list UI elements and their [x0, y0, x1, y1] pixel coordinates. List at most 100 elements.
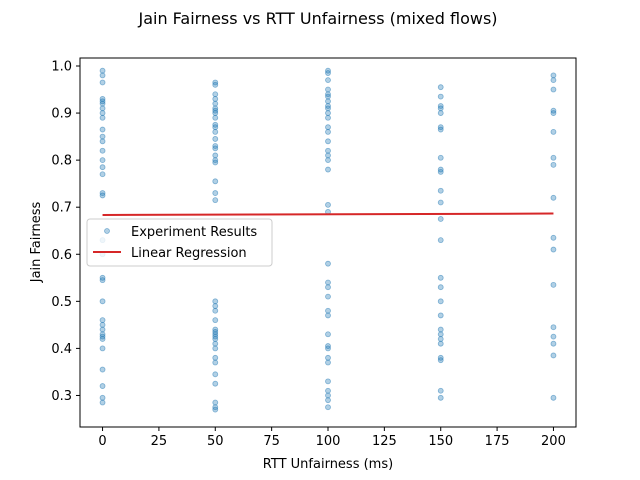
data-point: [325, 331, 331, 338]
data-point: [212, 197, 219, 204]
data-point: [325, 86, 331, 93]
data-point: [325, 157, 331, 164]
x-axis-ticks: 0 25 50 75 100 125 150 175 200: [98, 427, 566, 449]
data-point: [550, 154, 557, 161]
data-point: [212, 114, 219, 121]
data-point: [99, 147, 106, 154]
data-point: [437, 394, 444, 401]
data-point: [99, 298, 106, 305]
data-point: [99, 171, 106, 178]
data-point: [99, 114, 106, 121]
x-tick-label: 200: [541, 434, 566, 449]
data-point: [325, 110, 331, 116]
data-point: [212, 399, 219, 406]
x-tick-label: 25: [151, 434, 168, 449]
data-point: [550, 333, 557, 340]
data-point: [325, 166, 331, 173]
data-point: [550, 246, 557, 253]
data-point: [325, 392, 331, 399]
data-point: [212, 307, 219, 314]
data-point: [437, 387, 444, 394]
y-axis-ticks: 0.3 0.4 0.5 0.6 0.7 0.8 0.9 1.0: [51, 60, 80, 404]
data-point: [325, 105, 331, 112]
data-point: [212, 136, 219, 142]
regression-line: [102, 212, 554, 216]
legend-label-experiment-results: Experiment Results: [131, 225, 257, 240]
y-tick-label: 0.7: [51, 201, 72, 216]
data-point: [99, 105, 106, 112]
data-point: [212, 354, 219, 361]
data-point: [437, 336, 444, 342]
data-point: [437, 105, 444, 112]
data-point: [212, 96, 219, 102]
data-point: [325, 387, 331, 394]
data-point: [437, 312, 444, 319]
data-point: [550, 394, 557, 401]
data-point: [437, 168, 444, 175]
data-point: [437, 216, 444, 222]
x-axis-label: RTT Unfairness (ms): [263, 457, 393, 472]
data-point: [325, 147, 331, 154]
data-point: [99, 317, 106, 324]
data-point: [99, 138, 106, 145]
y-tick-label: 0.6: [51, 248, 72, 263]
data-point: [325, 397, 331, 404]
data-point: [212, 159, 219, 166]
data-point: [325, 70, 331, 76]
data-point: [99, 321, 106, 328]
data-point: [325, 293, 331, 300]
y-axis-label: Jain Fairness: [29, 202, 44, 284]
data-point: [550, 110, 557, 116]
data-point: [325, 359, 331, 366]
data-point: [550, 161, 557, 168]
data-point: [212, 345, 219, 352]
legend-marker-experiment-results: [104, 228, 110, 234]
data-point: [437, 187, 444, 194]
x-tick-label: 100: [316, 434, 341, 449]
data-point: [325, 124, 331, 131]
data-point: [99, 394, 106, 401]
data-point: [437, 199, 444, 206]
data-point: [212, 152, 219, 159]
data-point: [212, 190, 219, 196]
data-point: [99, 277, 106, 284]
data-point: [437, 154, 444, 161]
data-point: [437, 331, 444, 338]
data-point: [325, 284, 331, 291]
data-point: [212, 359, 219, 366]
data-point: [437, 274, 444, 281]
data-point: [212, 380, 219, 387]
data-point: [99, 67, 106, 74]
data-point: [325, 77, 331, 84]
data-point: [437, 326, 444, 333]
data-point: [212, 178, 219, 185]
data-point: [99, 157, 106, 164]
x-tick-label: 75: [263, 434, 280, 449]
data-point: [212, 128, 219, 135]
x-tick-label: 175: [485, 434, 510, 449]
y-tick-label: 0.5: [51, 295, 72, 310]
legend: Experiment Results Linear Regression: [86, 218, 273, 267]
data-point: [550, 340, 557, 347]
data-point: [325, 138, 331, 145]
data-point: [99, 345, 106, 352]
data-point: [99, 126, 106, 133]
data-point: [325, 201, 331, 208]
data-point: [550, 281, 557, 288]
data-point: [99, 366, 106, 373]
legend-frame: [86, 218, 273, 267]
y-tick-label: 0.4: [51, 342, 72, 357]
y-tick-label: 1.0: [51, 60, 72, 75]
data-point: [437, 237, 444, 244]
data-point: [550, 324, 557, 331]
data-point: [325, 152, 331, 159]
data-point: [325, 345, 331, 352]
data-point: [325, 98, 331, 105]
data-point: [99, 100, 106, 107]
data-point: [212, 124, 219, 131]
data-point: [212, 371, 219, 378]
data-point: [550, 194, 557, 201]
data-point: [212, 110, 219, 116]
x-tick-label: 0: [98, 434, 106, 449]
